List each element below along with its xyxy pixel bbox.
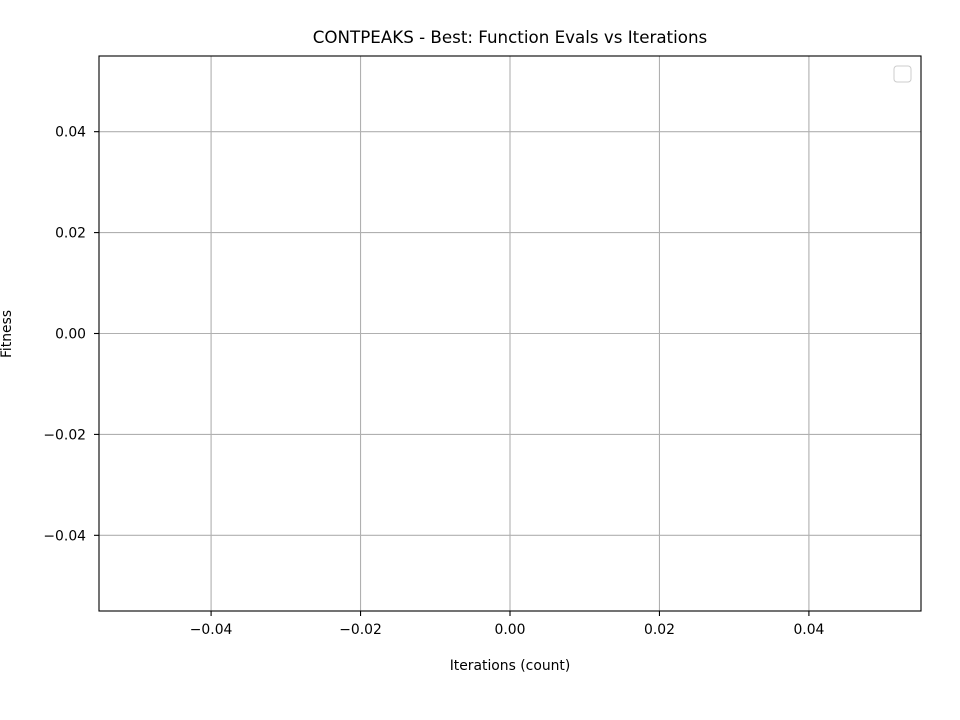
y-axis-label: Fitness [0, 310, 15, 358]
legend-box [893, 65, 912, 83]
x-tick-label: −0.02 [339, 622, 382, 638]
y-tick-label: −0.04 [43, 528, 86, 544]
x-axis-ticks: −0.04 −0.02 0.00 0.02 0.04 [190, 611, 825, 638]
legend [893, 65, 912, 83]
x-tick-label: 0.00 [495, 622, 526, 638]
x-tick-label: 0.04 [793, 622, 824, 638]
x-tick-label: 0.02 [644, 622, 675, 638]
x-tick-label: −0.04 [190, 622, 233, 638]
x-axis-label: Iterations (count) [450, 658, 571, 674]
grid-lines [99, 56, 921, 611]
y-tick-label: 0.00 [55, 327, 86, 343]
chart-title: CONTPEAKS - Best: Function Evals vs Iter… [313, 27, 707, 47]
y-tick-label: 0.04 [55, 125, 86, 141]
y-tick-label: 0.02 [55, 226, 86, 242]
y-axis-ticks: −0.04 −0.02 0.00 0.02 0.04 [43, 125, 99, 544]
y-tick-label: −0.02 [43, 427, 86, 443]
